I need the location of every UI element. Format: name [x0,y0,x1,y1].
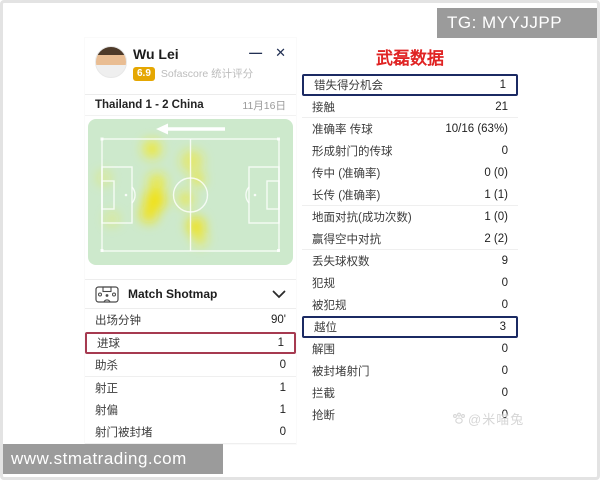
stat-label: 拦截 [312,388,335,400]
stat-value: 0 [501,365,508,377]
chevron-down-icon [272,290,286,298]
shotmap-label: Match Shotmap [128,287,218,301]
stat-row: 准确率 传球 10/16 (63%) [302,118,518,140]
stat-value: 9 [501,255,508,267]
stat-value: 0 [501,387,508,399]
stat-label: 地面对抗(成功次数) [312,212,412,224]
stat-label: 犯规 [312,278,335,290]
stat-row: 射偏 1 [85,399,296,422]
stat-row: 出场分钟 90' [85,309,296,332]
stat-row: 越位 3 [302,316,518,338]
wulei-stat-list: 错失得分机会 1 接触 21 准确率 传球 10/16 (63%) 形成射门的传… [302,74,518,426]
tg-banner-text: TG: MYYJJPP [447,13,563,32]
stat-label: 接触 [312,101,335,114]
stat-label: 赢得空中对抗 [312,233,381,246]
stat-row: 进球 1 [85,331,296,354]
stat-label: 射偏 [95,405,118,418]
stat-row: 射门被封堵 0 [85,422,296,444]
player-heatmap [88,119,293,270]
stat-label: 射正 [95,382,118,395]
pitch-lines [101,138,280,252]
stat-label: 准确率 传球 [312,124,373,136]
stat-row: 传中 (准确率) 0 (0) [302,162,518,184]
stat-label: 助杀 [95,359,118,372]
stat-label: 射门被封堵 [95,427,153,440]
stat-row: 地面对抗(成功次数) 1 (0) [302,206,518,228]
stat-value: 1 [279,381,286,394]
stat-label: 越位 [314,322,337,334]
stat-value: 90' [271,314,286,327]
minimize-icon[interactable]: — [249,45,263,60]
site-banner-text: www.stmatrading.com [11,449,187,468]
stat-value: 2 (2) [484,232,508,245]
stat-value: 1 [279,404,286,417]
stat-row: 抢断 0 [302,404,518,426]
stat-value: 0 (0) [484,167,508,179]
stat-row: 射正 1 [85,377,296,400]
stat-label: 错失得分机会 [314,80,383,92]
stat-row: 犯规 0 [302,272,518,294]
stat-row: 被犯规 0 [302,294,518,316]
player-name: Wu Lei [133,46,179,62]
stat-row: 被封堵射门 0 [302,360,518,382]
stat-label: 形成射门的传球 [312,146,393,158]
stat-value: 1 [499,79,506,91]
stat-value: 3 [499,321,506,333]
paw-icon [453,412,465,424]
stat-label: 传中 (准确率) [312,168,381,180]
stat-value: 0 [501,277,508,289]
attack-direction-arrow-icon [156,123,225,135]
stat-value: 0 [501,343,508,355]
stat-row: 丢失球权数 9 [302,250,518,272]
rating-caption: Sofascore 统计评分 [160,68,254,80]
stat-value: 0 [501,409,508,421]
stat-value: 1 (1) [484,188,508,201]
stat-row: 拦截 0 [302,382,518,404]
stat-row: 长传 (准确率) 1 (1) [302,184,518,206]
shotmap-icon [95,285,119,303]
stat-value: 0 [279,358,286,371]
stat-row: 接触 21 [302,96,518,118]
stat-value: 1 [277,336,284,349]
player-card-header: Wu Lei 6.9 Sofascore 统计评分 — ✕ [85,38,296,94]
photographer-watermark-text: @米喵兔 [468,412,525,427]
panel-title: 武磊数据 [376,49,444,68]
rating-row: 6.9 Sofascore 统计评分 [133,66,253,81]
close-icon[interactable]: ✕ [275,45,286,60]
stat-label: 被犯规 [312,300,347,312]
stat-value: 0 [279,426,286,439]
stat-row: 错失得分机会 1 [302,74,518,96]
player-stats-window: Wu Lei 6.9 Sofascore 统计评分 — ✕ Thailand 1… [85,38,296,444]
stat-label: 丢失球权数 [312,256,370,268]
stat-value: 0 [501,299,508,311]
stat-row: 形成射门的传球 0 [302,140,518,162]
match-shotmap-toggle[interactable]: Match Shotmap [85,279,296,309]
heatmap-pitch-svg [88,119,293,265]
player-stat-list: 出场分钟 90' 进球 1 助杀 0 射正 1 射偏 1 [85,309,296,444]
window-controls: — ✕ [249,44,286,62]
stat-label: 被封堵射门 [312,366,370,378]
match-score-line: Thailand 1 - 2 China [95,99,204,111]
match-date: 11月16日 [242,99,286,112]
stat-label: 出场分钟 [95,315,141,328]
rating-badge: 6.9 [133,66,155,81]
stat-row: 助杀 0 [85,354,296,377]
tg-banner: TG: MYYJJPP [437,8,597,38]
stat-label: 解围 [312,344,335,356]
pitch-marks [100,137,280,252]
site-banner: www.stmatrading.com [3,444,223,474]
stat-value: 1 (0) [484,211,508,223]
player-avatar [95,46,127,78]
stat-value: 10/16 (63%) [445,123,508,135]
stat-value: 21 [495,100,508,113]
stat-value: 0 [501,145,508,157]
stat-row: 赢得空中对抗 2 (2) [302,228,518,250]
photographer-watermark: @米喵兔 [452,409,524,428]
match-row: Thailand 1 - 2 China 11月16日 [85,94,296,116]
stat-row: 解围 0 [302,338,518,360]
wulei-data-panel: 武磊数据 错失得分机会 1 接触 21 准确率 传球 10/16 (63%) 形… [302,48,518,426]
stat-label: 抢断 [312,410,335,422]
stat-label: 长传 (准确率) [312,189,381,202]
stat-label: 进球 [97,337,120,350]
